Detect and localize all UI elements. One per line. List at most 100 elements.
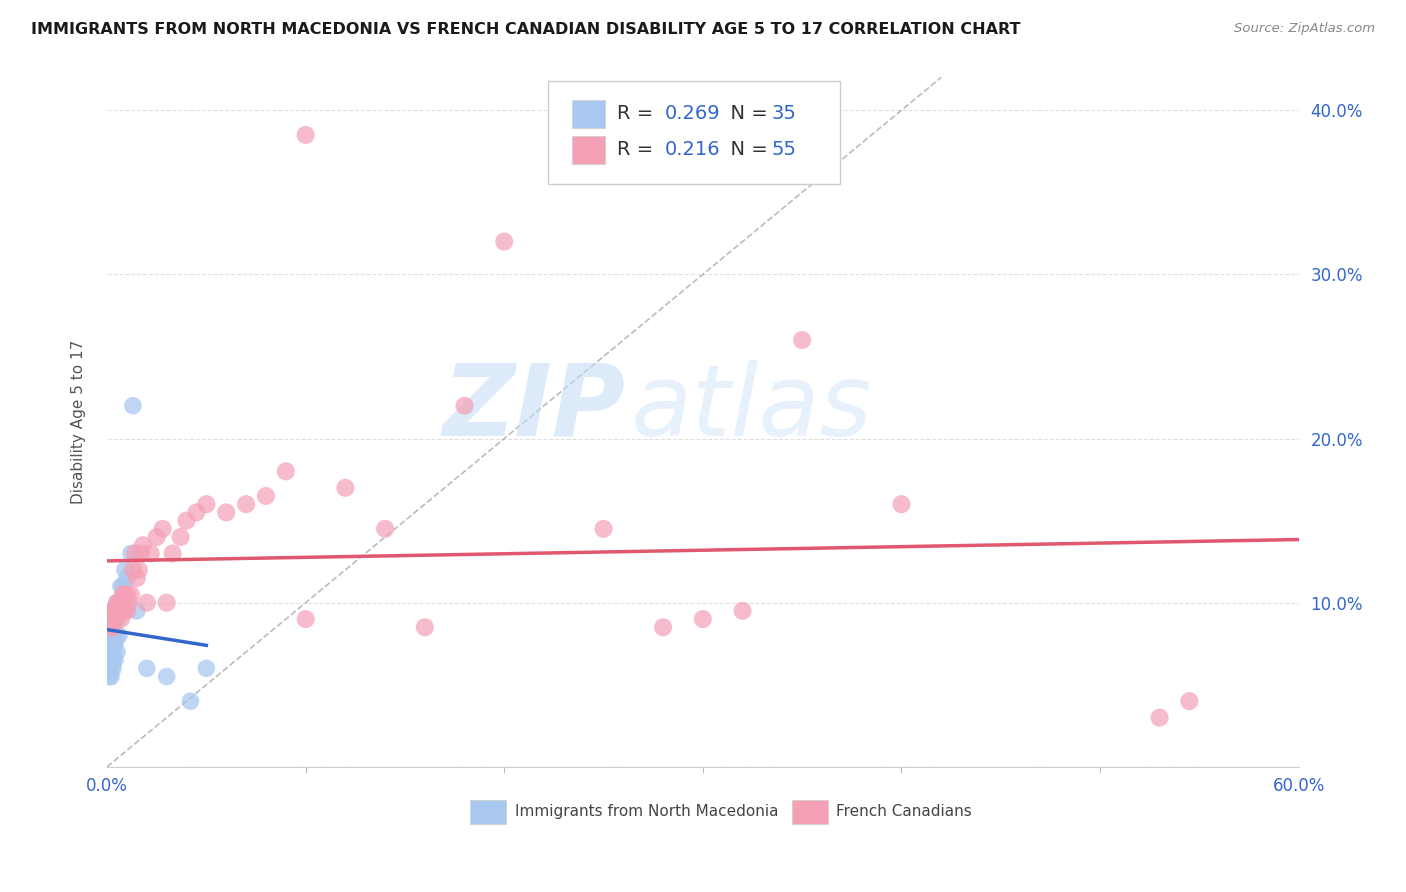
Point (162, 546, 184, 560)
Point (101, 612, 124, 626)
Point (125, 571, 148, 585)
Point (731, 604, 754, 618)
Point (176, 514, 198, 528)
Point (108, 596, 131, 610)
FancyBboxPatch shape (572, 100, 605, 128)
Point (100, 653, 122, 667)
Point (124, 546, 146, 560)
Point (114, 563, 136, 577)
Point (100, 637, 122, 651)
Text: Immigrants from North Macedonia: Immigrants from North Macedonia (515, 804, 778, 819)
Point (111, 604, 134, 618)
Point (413, 620, 436, 634)
Point (122, 563, 145, 577)
Point (890, 497, 912, 511)
Text: R =: R = (617, 104, 659, 123)
Point (120, 546, 142, 560)
Point (592, 522, 614, 536)
Text: atlas: atlas (631, 359, 873, 457)
Point (152, 522, 174, 536)
Point (235, 497, 257, 511)
Point (105, 645, 128, 659)
Point (156, 596, 179, 610)
Point (114, 604, 136, 618)
Point (125, 604, 148, 618)
Point (274, 464, 297, 478)
Point (114, 587, 136, 601)
Point (195, 661, 218, 675)
Point (110, 612, 132, 626)
Point (1178, 694, 1201, 708)
Point (453, 399, 475, 413)
Point (101, 661, 124, 675)
Point (139, 546, 162, 560)
Point (104, 653, 127, 667)
Text: N =: N = (718, 140, 775, 160)
Point (335, 481, 357, 495)
Point (294, 128, 316, 142)
FancyBboxPatch shape (548, 81, 839, 185)
Text: 0.216: 0.216 (665, 140, 720, 160)
Point (101, 604, 124, 618)
Point (115, 587, 138, 601)
Point (104, 637, 127, 651)
Text: N =: N = (718, 104, 775, 123)
Point (790, 333, 813, 347)
Text: French Canadians: French Canadians (837, 804, 972, 819)
Point (101, 628, 124, 642)
Point (104, 628, 127, 642)
Point (186, 505, 208, 519)
Point (108, 596, 131, 610)
FancyBboxPatch shape (792, 799, 828, 823)
Point (120, 587, 142, 601)
Text: Source: ZipAtlas.com: Source: ZipAtlas.com (1234, 22, 1375, 36)
Point (98, 669, 121, 683)
Point (100, 604, 122, 618)
Text: R =: R = (617, 140, 659, 160)
Point (110, 596, 132, 610)
Text: 0.269: 0.269 (665, 104, 720, 123)
Point (105, 612, 128, 626)
Point (111, 587, 134, 601)
Point (254, 489, 277, 503)
Point (1149, 710, 1171, 724)
Point (111, 579, 134, 593)
Point (101, 637, 124, 651)
FancyBboxPatch shape (572, 136, 605, 163)
Point (374, 522, 396, 536)
Point (101, 620, 124, 634)
Point (101, 645, 124, 659)
Point (98, 661, 121, 675)
Point (129, 546, 152, 560)
Point (108, 604, 131, 618)
Point (104, 604, 127, 618)
Point (98, 645, 121, 659)
Point (135, 661, 157, 675)
Point (692, 612, 714, 626)
FancyBboxPatch shape (471, 799, 506, 823)
Point (215, 505, 238, 519)
Point (98, 653, 121, 667)
Point (108, 628, 131, 642)
Point (100, 661, 122, 675)
Point (294, 612, 316, 626)
Point (652, 620, 675, 634)
Point (135, 596, 157, 610)
Point (105, 596, 128, 610)
Point (110, 579, 132, 593)
Point (156, 669, 179, 683)
Point (118, 596, 141, 610)
Point (104, 612, 127, 626)
Point (195, 497, 218, 511)
Y-axis label: Disability Age 5 to 17: Disability Age 5 to 17 (72, 340, 86, 504)
Point (105, 596, 128, 610)
Point (122, 399, 145, 413)
Point (100, 669, 122, 683)
Point (115, 604, 138, 618)
Text: 35: 35 (772, 104, 797, 123)
Point (115, 571, 138, 585)
Point (100, 645, 122, 659)
Point (128, 563, 150, 577)
Point (100, 620, 122, 634)
Point (179, 694, 201, 708)
